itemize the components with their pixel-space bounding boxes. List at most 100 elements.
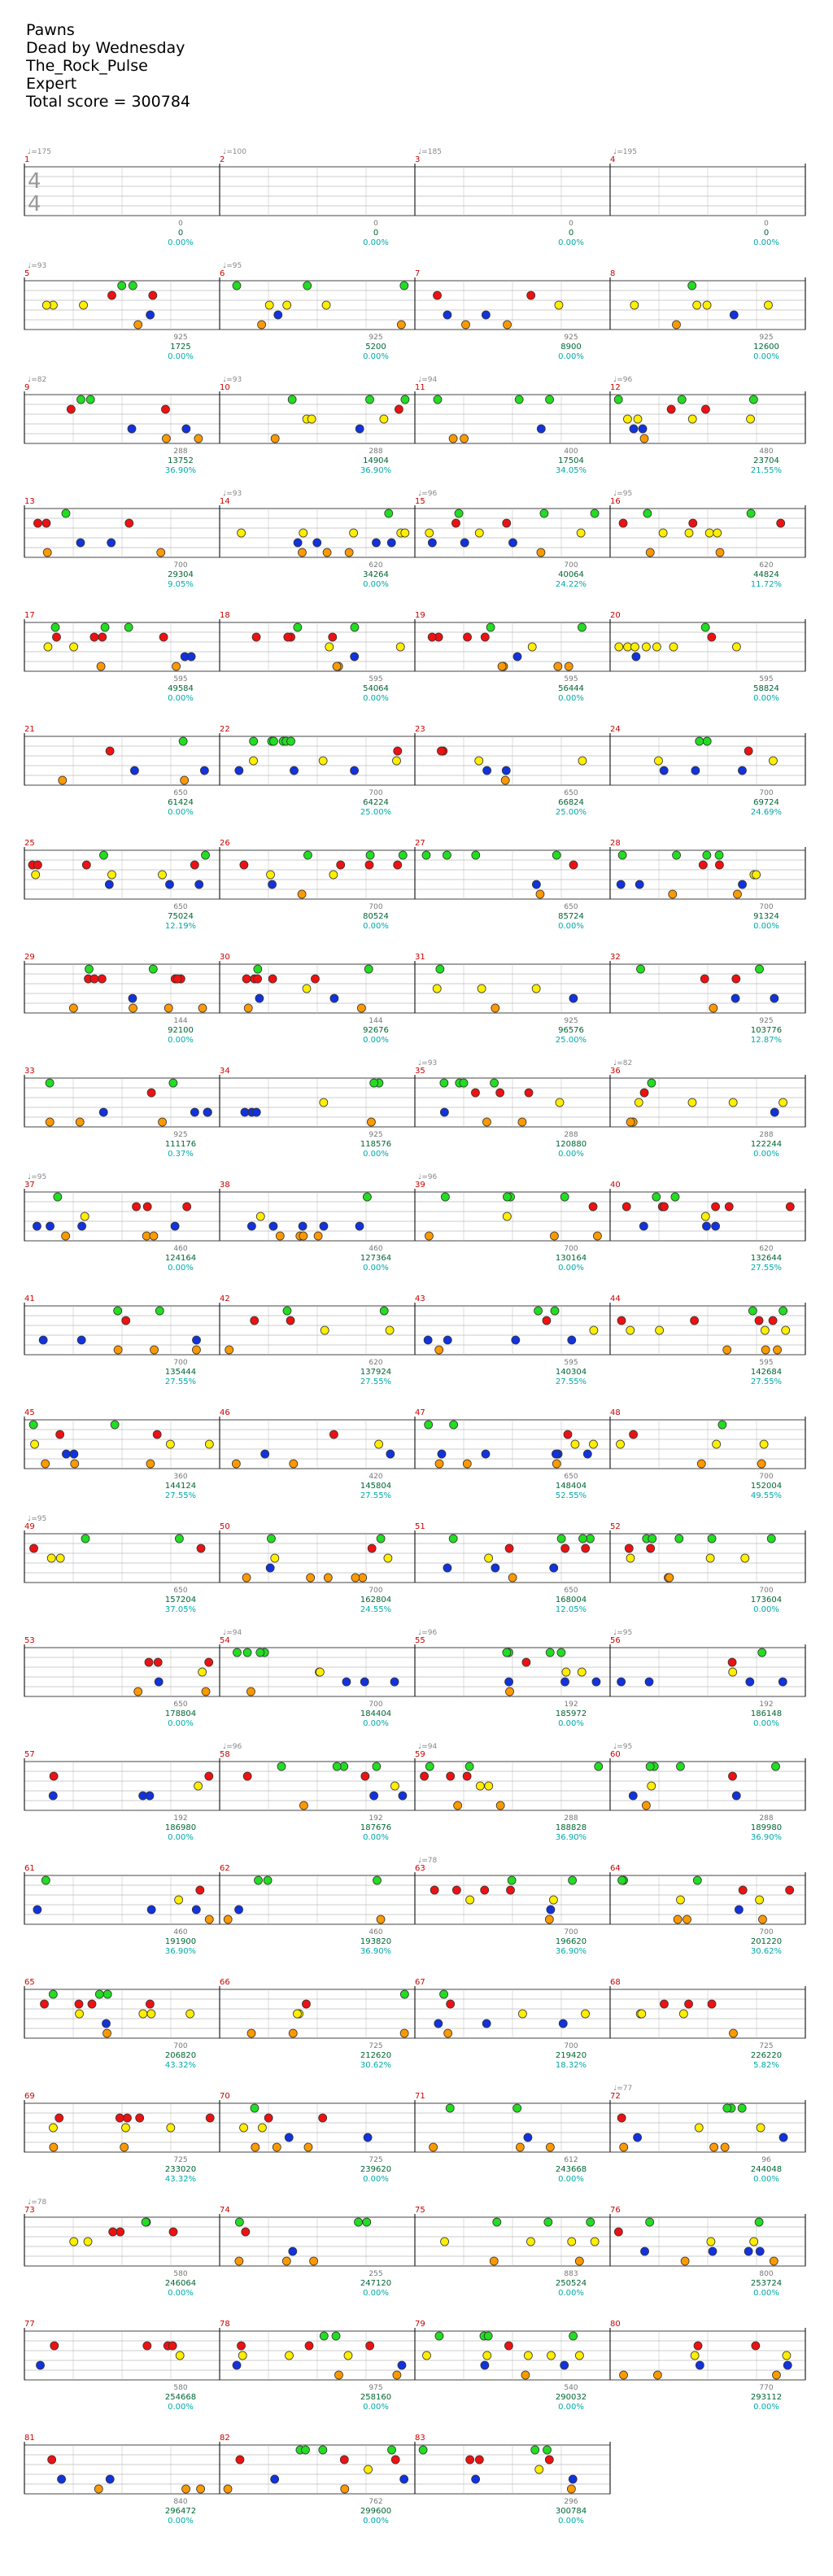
note-gem [714,850,724,860]
note-gem [542,1316,552,1325]
note-gem [692,300,702,310]
measure-overdrive-percent: 0.00% [363,352,389,361]
note-gem [398,1791,408,1801]
measure-number: 74 [220,2206,230,2215]
note-gem [740,1553,750,1563]
note-gem [687,1098,697,1107]
measure-note-score: 580 [173,2384,187,2392]
measure-note-score: 800 [759,2270,773,2278]
note-gem [672,850,681,860]
note-gem [732,642,741,652]
note-gem [504,1677,513,1687]
note-gem [255,1648,265,1657]
measure-running-score: 1725 [170,343,190,351]
measure-running-score: 157204 [165,1596,196,1605]
note-gem [42,548,52,557]
note-gem [773,1345,782,1355]
note-gem [543,2445,552,2455]
note-gem [724,1202,734,1212]
measure-note-score: 460 [173,1245,187,1253]
note-gem [463,632,472,642]
note-gem [720,2142,730,2152]
note-gem [301,2445,310,2455]
note-gem [367,1117,376,1127]
measure-running-score: 300784 [556,2507,587,2516]
note-gem [700,622,710,632]
note-gem [735,1905,744,1915]
note-gem [700,974,709,984]
measure-note-score: 192 [564,1701,578,1709]
note-gem [552,1449,560,1459]
note-gem [355,424,364,434]
note-gem [282,1306,292,1316]
note-gem [286,736,295,746]
note-gem [258,2123,267,2133]
note-gem [711,1202,720,1212]
measure-note-score: 288 [759,1814,773,1823]
measure-note-score: 700 [369,789,382,797]
measure-overdrive-percent: 25.00% [556,1036,587,1045]
note-gem [586,1534,595,1543]
measure-overdrive-percent: 0.00% [558,1264,584,1273]
note-gem [764,300,773,310]
measure-note-score: 925 [369,1131,382,1139]
measure-running-score: 69724 [753,798,779,807]
note-gem [523,2351,533,2360]
chart-row: 536501788040.00%54♩=947001844040.00%55♩=… [24,1629,806,1728]
measure-overdrive-percent: 27.55% [360,1378,391,1386]
note-gem [448,1534,458,1543]
note-gem [246,2028,256,2038]
note-gem [658,528,668,538]
measure-note-score: 580 [173,2270,187,2278]
note-gem [443,1563,452,1573]
note-gem [303,850,312,860]
note-gem [751,2341,761,2351]
note-gem [676,1895,685,1905]
note-gem [514,395,524,404]
note-gem [319,1098,329,1107]
measure-overdrive-percent: 0.00% [168,2403,194,2412]
measure-number: 29 [24,953,35,962]
note-gem [423,1335,433,1345]
note-gem [581,2009,590,2019]
note-gem [722,2103,732,2113]
measure-note-score: 700 [369,1587,382,1595]
note-gem [344,548,354,557]
note-gem [698,860,708,870]
note-gem [350,766,359,775]
measure-overdrive-percent: 18.32% [556,2061,587,2070]
measure-number: 77 [24,2320,35,2329]
measure-overdrive-percent: 0.00% [558,694,584,703]
note-gem [755,964,764,974]
note-gem [55,1553,65,1563]
note-gem [680,2256,690,2266]
measure-note-score: 620 [369,1359,382,1367]
note-gem [175,2351,185,2360]
measure-overdrive-percent: 27.55% [751,1378,782,1386]
total-score: Total score = 300784 [26,93,190,111]
note-gem [434,2019,443,2028]
note-gem [524,1088,534,1098]
measure-note-score: 650 [173,903,187,911]
note-gem [768,1316,778,1325]
measure-number: 15 [415,497,425,506]
measure-number: 70 [220,2092,230,2101]
measure-note-score: 595 [564,1359,578,1367]
note-gem [263,1875,273,1885]
measure-number: 56 [610,1636,621,1645]
tempo-marking: ♩=96 [418,490,438,498]
note-gem [483,2331,493,2341]
note-gem [506,1885,515,1895]
note-gem [526,2237,535,2246]
measure-note-score: 762 [369,2498,382,2506]
note-gem [175,1534,184,1543]
note-gem [647,1781,656,1791]
measure-running-score: 219420 [556,2051,587,2060]
note-gem [581,1543,591,1553]
note-gem [434,1459,444,1469]
note-gem [515,2142,525,2152]
measure-running-score: 196620 [556,1937,587,1946]
measure-overdrive-percent: 0.00% [168,2289,194,2298]
measure-number: 40 [610,1181,621,1190]
measure-note-score: 480 [759,448,773,456]
